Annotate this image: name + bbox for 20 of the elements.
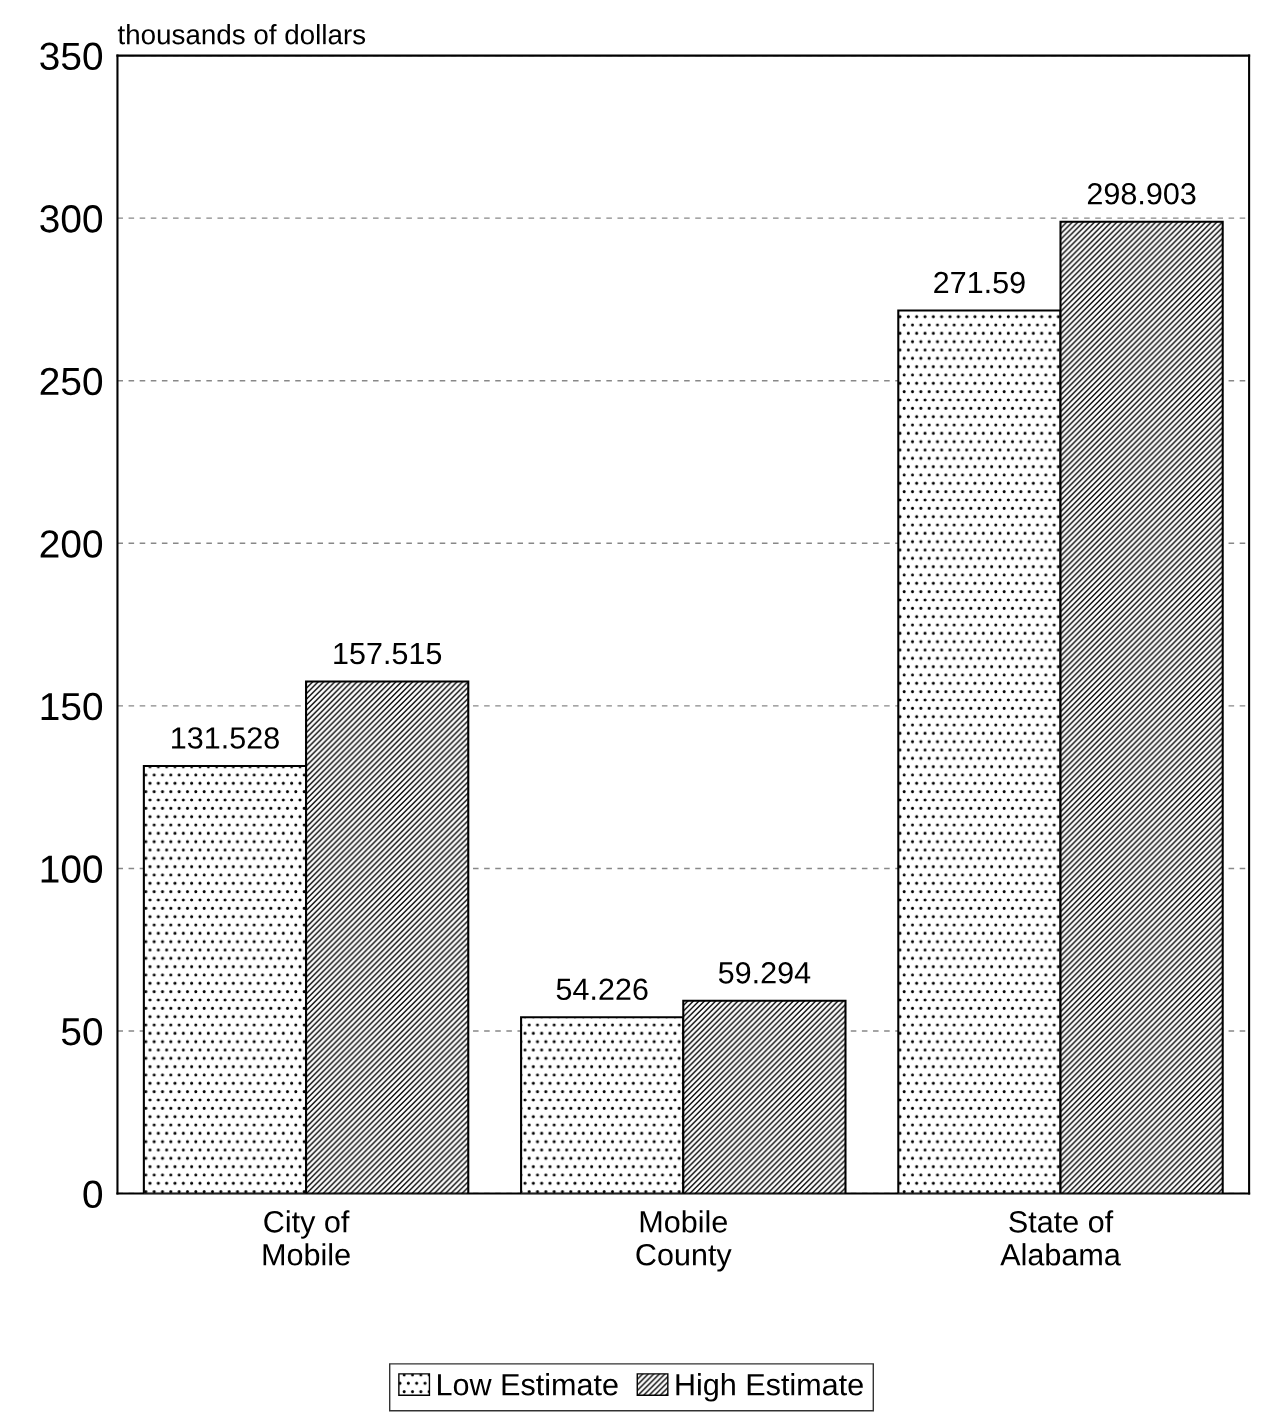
- x-tick-label: City of Mobile: [263, 1210, 350, 1266]
- data-label: 157.515: [334, 642, 442, 665]
- legend-label: Low Estimate: [438, 1373, 618, 1396]
- y-tick-label: 50: [61, 1017, 103, 1046]
- data-label: 271.59: [934, 271, 1025, 294]
- y-tick-label: 100: [41, 855, 103, 883]
- data-label: 298.903: [1087, 182, 1196, 205]
- data-label: 131.528: [172, 727, 279, 749]
- y-tick-label: 200: [40, 530, 103, 558]
- y-tick-label: 150: [41, 692, 103, 721]
- data-label: 54.226: [556, 978, 648, 1001]
- y-tick-label: 0: [83, 1180, 103, 1209]
- y-axis-title: thousands of dollars: [117, 24, 366, 45]
- data-label: 59.294: [718, 961, 811, 984]
- y-tick-label: 250: [40, 367, 103, 396]
- x-tick-label: Mobile County: [636, 1210, 732, 1272]
- x-tick-label: State of Alabama: [1000, 1210, 1121, 1266]
- y-tick-label: 350: [40, 42, 103, 71]
- legend-label: High Estimate: [676, 1373, 863, 1402]
- y-tick-label: 300: [40, 205, 103, 233]
